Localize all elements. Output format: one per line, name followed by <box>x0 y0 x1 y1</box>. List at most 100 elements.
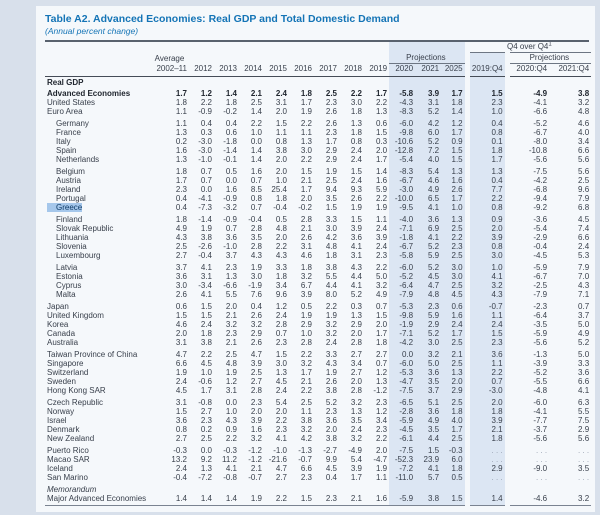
cell: -0.9 <box>223 215 237 224</box>
cell: 0.7 <box>250 203 262 212</box>
cell: 0.4 <box>325 473 337 482</box>
cell: 1.9 <box>300 107 312 116</box>
cell <box>415 212 442 215</box>
cell: 2.4 <box>275 311 287 320</box>
cell: 1.7 <box>175 89 187 98</box>
cell: 3.0 <box>441 272 468 281</box>
cell: -3.6 <box>504 215 550 224</box>
cell: 1.4 <box>376 167 388 176</box>
cell: -7.2 <box>198 473 212 482</box>
cell: 1.5 <box>275 350 287 359</box>
cell: 0.7 <box>376 359 388 368</box>
cell: 4.1 <box>415 464 442 473</box>
cell: 11.2 <box>222 455 237 464</box>
cell <box>549 485 591 494</box>
cell: 1.5 <box>464 89 508 98</box>
cell <box>389 212 416 215</box>
cell: 2.0 <box>300 194 312 203</box>
cell: 7.9 <box>578 194 590 203</box>
cell: 4.5 <box>578 215 590 224</box>
cell: 2.0 <box>275 407 287 416</box>
cell: 4.8 <box>225 359 237 368</box>
row-label-slovak-republic: Slovak Republic <box>45 224 152 233</box>
cell: 3.2 <box>325 329 337 338</box>
cell: 4.1 <box>200 290 212 299</box>
cell: -6.7 <box>389 242 416 251</box>
cell: 2.5 <box>225 350 237 359</box>
cell: 3.8 <box>578 89 590 98</box>
cell: 2.5 <box>441 224 468 233</box>
cell: 2.2 <box>200 98 212 107</box>
cell: 6.9 <box>415 224 442 233</box>
cell: 1.5 <box>415 446 442 455</box>
row-label-united-kingdom: United Kingdom <box>45 311 152 320</box>
cell: 4.4 <box>415 434 442 443</box>
cell: -0.9 <box>198 107 212 116</box>
cell <box>415 299 442 302</box>
cell: 4.3 <box>350 263 362 272</box>
cell: 3.2 <box>376 281 388 290</box>
cell: 1.9 <box>376 203 388 212</box>
cell: 4.9 <box>376 290 388 299</box>
cell: 1.7 <box>464 155 508 164</box>
table-row-spain: Spain 1.6 -3.0 -1.4 1.4 3.8 3.0 2.9 2.4 2.0 -12.8 7… <box>45 146 591 155</box>
cell: 0.4 <box>250 302 262 311</box>
cell <box>464 395 508 398</box>
cell <box>364 485 389 494</box>
row-label-text: Israel <box>47 416 67 425</box>
cell <box>464 116 508 119</box>
cell: 5.0 <box>415 359 442 368</box>
cell: 2.3 <box>314 494 339 506</box>
row-label-text: Lithuania <box>56 233 89 242</box>
cell: 3.8 <box>325 434 337 443</box>
cell: 2.7 <box>350 368 362 377</box>
cell: 0.0 <box>225 176 237 185</box>
cell: 2.3 <box>325 407 337 416</box>
cell: 5.2 <box>415 263 442 272</box>
cell: -6.6 <box>223 281 237 290</box>
cell: -4.9 <box>348 446 362 455</box>
cell: 3.8 <box>200 338 212 347</box>
cell <box>389 116 416 119</box>
cell: 2.2 <box>376 263 388 272</box>
cell: 1.7 <box>300 185 312 194</box>
cell: 2.7 <box>200 407 212 416</box>
cell: -6.1 <box>389 434 416 443</box>
cell: -9.2 <box>504 203 550 212</box>
cell: 1.8 <box>350 107 362 116</box>
cell: 1.8 <box>464 146 508 155</box>
cell: 1.5 <box>441 155 468 164</box>
cell: 3.0 <box>350 98 362 107</box>
row-label-text: Malta <box>56 290 76 299</box>
cell: 1.5 <box>325 203 337 212</box>
cell <box>314 485 339 494</box>
cell: 1.1 <box>464 359 508 368</box>
cell: 3.0 <box>275 359 287 368</box>
cell: 1.2 <box>376 368 388 377</box>
row-label-euro-area: Euro Area <box>45 107 152 116</box>
cell <box>389 260 416 263</box>
cell: 2.4 <box>464 320 508 329</box>
cell: -0.4 <box>504 242 550 251</box>
row-label-text: Memorandum <box>47 485 97 494</box>
cell: 3.0 <box>175 281 187 290</box>
cell: 4.5 <box>175 386 187 395</box>
cell: 1.9 <box>325 368 337 377</box>
row-label-text: Austria <box>56 176 81 185</box>
cell: -1.0 <box>198 155 212 164</box>
cell: 5.0 <box>578 350 590 359</box>
cell: 2.9 <box>415 320 442 329</box>
cell: 2.2 <box>376 98 388 107</box>
cell: 0.0 <box>200 446 212 455</box>
cell: 4.5 <box>325 464 337 473</box>
cell: 1.5 <box>300 167 312 176</box>
cell: -0.2 <box>223 107 237 116</box>
projection-band-top <box>389 42 468 53</box>
row-label-text: Switzerland <box>47 368 89 377</box>
cell: -0.8 <box>223 473 237 482</box>
table-row-israel: Israel 3.6 2.3 4.3 3.9 2.2 3.8 3.6 3.5 3.4 -5.9 4.9… <box>45 416 591 425</box>
cell: -1.9 <box>389 320 416 329</box>
cell: 3.6 <box>175 272 187 281</box>
cell: -5.3 <box>389 368 416 377</box>
cell: 2.2 <box>300 119 312 128</box>
